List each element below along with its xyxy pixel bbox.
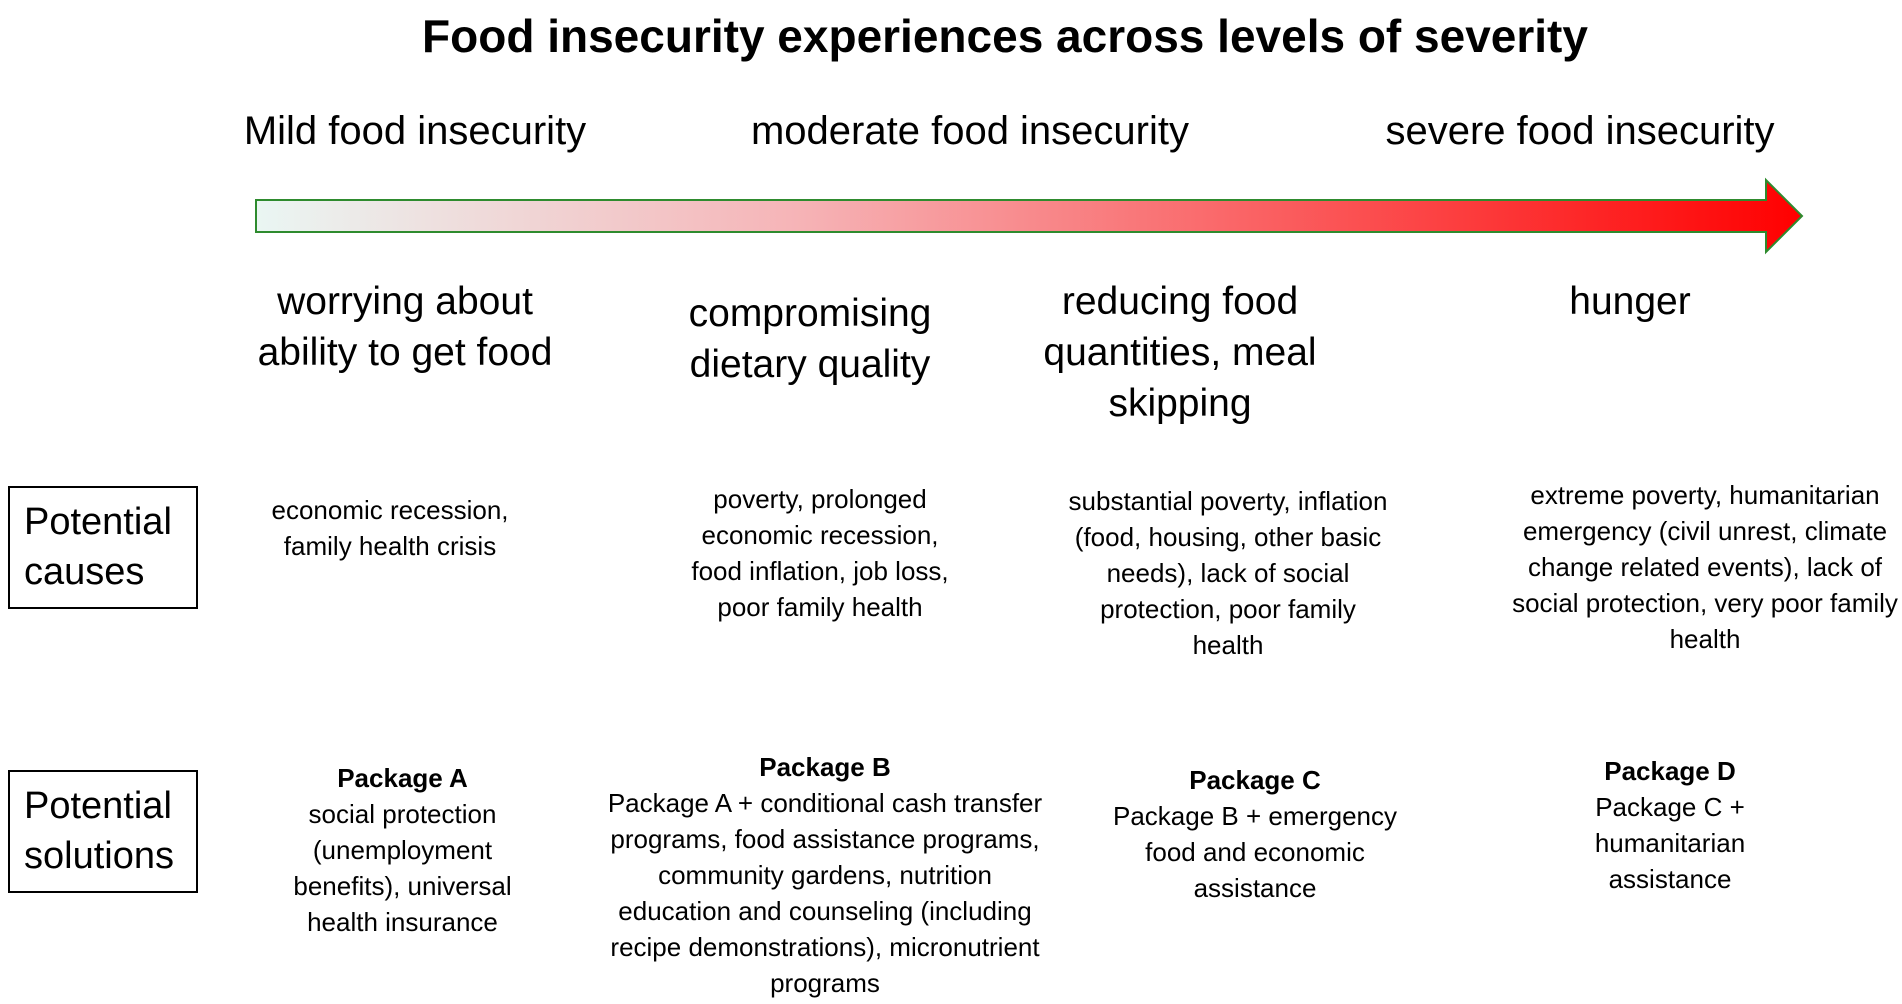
severity-arrow-shape bbox=[255, 177, 1804, 255]
diagram-title: Food insecurity experiences across level… bbox=[422, 10, 1588, 62]
severity-label-mild: Mild food insecurity bbox=[243, 109, 587, 153]
cause-mild: economic recession, family health crisis bbox=[271, 495, 509, 561]
row-label-causes: Potential causes bbox=[8, 486, 198, 609]
solution-package-a: Package A social protection (unemploymen… bbox=[280, 760, 525, 940]
solution-package-d: Package D Package C + humanitarian assis… bbox=[1540, 753, 1800, 897]
package-b-body: Package A + conditional cash transfer pr… bbox=[607, 788, 1043, 998]
package-c-body: Package B + emergency food and economic … bbox=[1113, 801, 1397, 903]
stage-reducing: reducing food quantities, meal skipping bbox=[1043, 280, 1317, 425]
severity-arrow bbox=[255, 177, 1804, 255]
row-label-solutions: Potential solutions bbox=[8, 770, 198, 893]
stage-hunger: hunger bbox=[1569, 280, 1691, 323]
cause-reducing: substantial poverty, inflation (food, ho… bbox=[1068, 486, 1388, 660]
solution-package-c: Package C Package B + emergency food and… bbox=[1100, 762, 1410, 906]
stage-worrying: worrying about ability to get food bbox=[257, 280, 553, 374]
package-b-title: Package B bbox=[759, 752, 891, 782]
severity-label-severe: severe food insecurity bbox=[1385, 109, 1775, 153]
solution-package-b: Package B Package A + conditional cash t… bbox=[600, 749, 1050, 1001]
package-c-title: Package C bbox=[1189, 765, 1321, 795]
severity-label-moderate: moderate food insecurity bbox=[750, 109, 1189, 153]
stage-compromising: compromising dietary quality bbox=[688, 292, 932, 386]
cause-moderate: poverty, prolonged economic recession, f… bbox=[691, 484, 949, 622]
package-a-title: Package A bbox=[337, 763, 468, 793]
package-a-body: social protection (unemployment benefits… bbox=[293, 799, 512, 937]
package-d-body: Package C + humanitarian assistance bbox=[1594, 792, 1746, 894]
package-d-title: Package D bbox=[1604, 756, 1736, 786]
cause-hunger: extreme poverty, humanitarian emergency … bbox=[1512, 480, 1898, 654]
